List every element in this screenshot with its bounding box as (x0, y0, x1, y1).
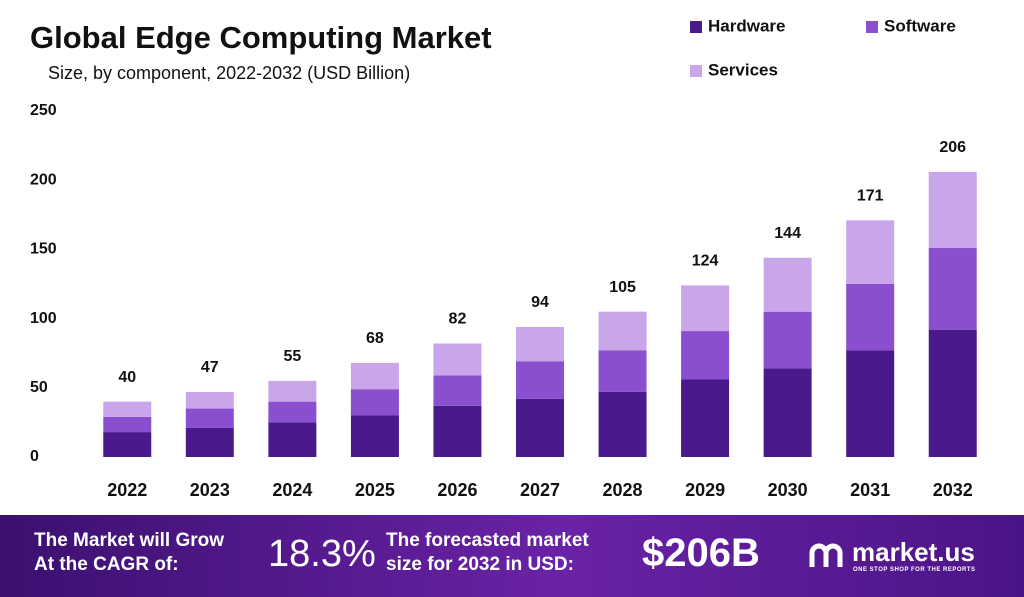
total-label: 206 (939, 139, 966, 156)
y-tick-label: 250 (30, 102, 57, 119)
x-tick-label: 2029 (685, 480, 725, 500)
bar-segment (846, 284, 895, 351)
bar-segment (516, 398, 564, 457)
y-tick-label: 50 (30, 379, 48, 396)
bar-segment (103, 416, 152, 433)
bar-segment (185, 391, 234, 409)
bar-segment (268, 422, 317, 457)
x-tick-label: 2026 (437, 480, 477, 500)
x-tick-label: 2027 (520, 480, 560, 500)
cagr-text: The Market will Grow At the CAGR of: (34, 529, 224, 577)
bar-segment (433, 405, 482, 457)
total-label: 82 (449, 311, 467, 328)
chart: Global Edge Computing Market Size, by co… (30, 16, 977, 500)
bar-segment (681, 331, 730, 380)
total-label: 40 (118, 369, 136, 386)
total-label: 68 (366, 330, 384, 347)
bar-segment (103, 401, 152, 417)
bar-segment (103, 432, 152, 457)
x-tick-label: 2023 (190, 480, 230, 500)
legend-swatch (690, 21, 702, 33)
bar-segment (350, 362, 399, 390)
total-label: 47 (201, 359, 219, 376)
cagr-value: 18.3% (268, 533, 376, 575)
bar-segment (763, 257, 812, 312)
forecast-line: The forecasted market (386, 530, 589, 551)
bar-segment (350, 389, 399, 416)
x-tick-label: 2024 (272, 480, 312, 500)
chart-subtitle: Size, by component, 2022-2032 (USD Billi… (48, 63, 410, 83)
chart-title: Global Edge Computing Market (30, 20, 492, 55)
forecast-line: size for 2032 in USD: (386, 554, 574, 575)
legend-swatch (866, 21, 878, 33)
bar-segment (928, 171, 977, 249)
total-label: 55 (283, 348, 301, 365)
bar-segment (185, 427, 234, 457)
total-label: 144 (774, 225, 801, 242)
bar-segment (681, 285, 730, 332)
y-tick-label: 0 (30, 448, 39, 465)
legend-swatch (690, 65, 702, 77)
legend-label: Services (708, 60, 778, 79)
y-tick-label: 200 (30, 171, 57, 188)
forecast-value: $206B (642, 531, 760, 575)
bar-segment (268, 401, 317, 423)
total-label: 124 (692, 253, 719, 270)
cagr-line: At the CAGR of: (34, 554, 179, 575)
brand-name: market.us (852, 537, 975, 567)
legend-label: Software (884, 16, 956, 35)
bar-segment (598, 350, 647, 392)
bar-segment (846, 350, 895, 457)
x-tick-label: 2022 (107, 480, 147, 500)
cagr-line: The Market will Grow (34, 530, 225, 551)
legend-label: Hardware (708, 16, 785, 35)
bar-segment (433, 343, 482, 376)
bar-segment (598, 311, 647, 351)
bar-segment (185, 408, 234, 428)
brand-logo (809, 543, 843, 567)
bar-segment (763, 368, 812, 457)
bar-segment (681, 379, 730, 457)
x-tick-label: 2032 (933, 480, 973, 500)
x-tick-label: 2031 (850, 480, 890, 500)
total-label: 94 (531, 294, 549, 311)
bar-segment (928, 329, 977, 457)
bar-segment (763, 311, 812, 369)
bar-segment (433, 375, 482, 406)
forecast-text: The forecasted market size for 2032 in U… (386, 529, 589, 577)
bar-segment (516, 326, 564, 362)
bar-segment (846, 220, 895, 284)
bar-segment (516, 361, 564, 399)
y-tick-label: 100 (30, 310, 57, 327)
footer-banner: The Market will Grow At the CAGR of: 18.… (0, 515, 1024, 597)
total-label: 171 (857, 188, 884, 205)
bar-segment (350, 415, 399, 457)
x-tick-label: 2028 (603, 480, 643, 500)
total-label: 105 (609, 279, 636, 296)
brand-tagline: ONE STOP SHOP FOR THE REPORTS (853, 567, 976, 573)
bar-segment (268, 380, 317, 402)
x-tick-label: 2025 (355, 480, 395, 500)
x-tick-label: 2030 (768, 480, 808, 500)
bar-segment (598, 391, 647, 457)
y-tick-label: 150 (30, 241, 57, 258)
bar-segment (928, 248, 977, 330)
